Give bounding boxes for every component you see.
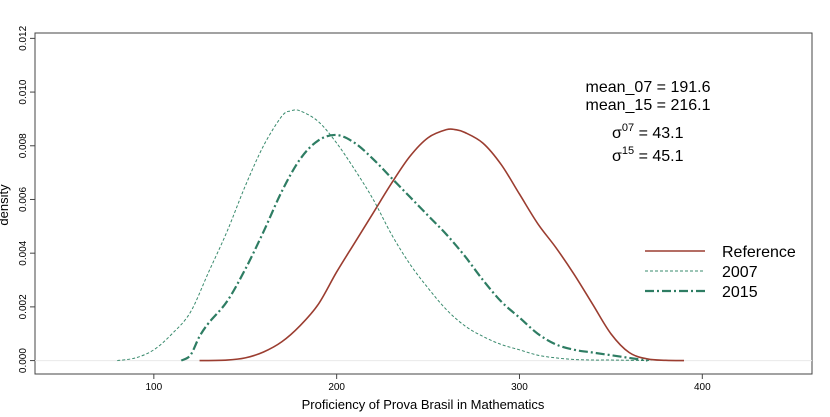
y-tick-label: 0.012 xyxy=(18,25,29,50)
plot-border xyxy=(34,32,813,375)
x-tick-label: 100 xyxy=(145,382,162,393)
x-tick-label: 300 xyxy=(511,382,528,393)
legend-label-reference: Reference xyxy=(722,244,796,261)
legend-label-2007: 2007 xyxy=(722,264,758,281)
mean-15-annotation: mean_15 = 216.1 xyxy=(586,97,711,114)
series-line-2015 xyxy=(180,133,648,362)
sigma-07-annotation: σ07 = 43.1 xyxy=(612,122,684,142)
sigma-15-annotation: σ15 = 45.1 xyxy=(612,145,684,165)
series-line-2007 xyxy=(117,109,652,362)
y-tick-label: 0.008 xyxy=(18,133,29,158)
sigma-15-symbol: σ xyxy=(612,148,622,165)
y-axis: 0.000 0.002 0.004 0.006 0.008 0.010 0.012 xyxy=(18,25,35,373)
legend: Reference 2007 2015 xyxy=(645,244,796,301)
y-tick-label: 0.006 xyxy=(18,187,29,212)
x-axis-label: Proficiency of Prova Brasil in Mathemati… xyxy=(302,397,545,412)
x-tick-label: 400 xyxy=(694,382,711,393)
y-tick-label: 0.010 xyxy=(18,79,29,104)
x-axis: 100 200 300 400 xyxy=(145,374,711,393)
sigma-15-superscript: 15 xyxy=(622,145,634,157)
y-tick-label: 0.002 xyxy=(18,294,29,319)
y-tick-label: 0.004 xyxy=(18,240,29,265)
sigma-15-value: = 45.1 xyxy=(634,148,683,165)
legend-label-2015: 2015 xyxy=(722,284,758,301)
sigma-07-symbol: σ xyxy=(612,125,622,142)
sigma-07-superscript: 07 xyxy=(622,122,634,134)
series-layer xyxy=(117,109,685,362)
mean-07-annotation: mean_07 = 191.6 xyxy=(586,79,711,96)
y-axis-label: density xyxy=(0,184,11,226)
series-line-reference xyxy=(199,128,685,362)
y-tick-label: 0.000 xyxy=(18,348,29,373)
sigma-07-value: = 43.1 xyxy=(634,125,683,142)
x-tick-label: 200 xyxy=(328,382,345,393)
